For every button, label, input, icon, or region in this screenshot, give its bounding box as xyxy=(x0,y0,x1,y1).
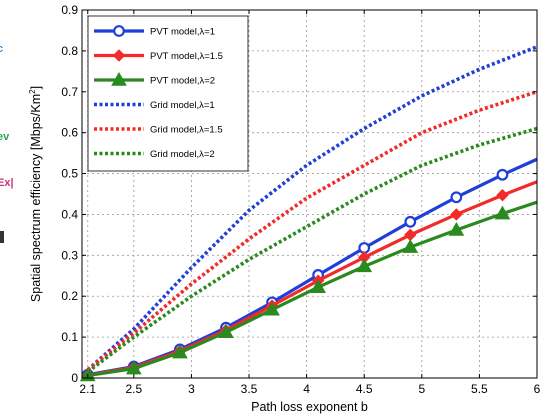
legend-box xyxy=(87,15,249,172)
y-tick-label-0: 0 xyxy=(71,371,78,385)
series-2-point-3 xyxy=(218,324,234,338)
y-tick-label-4: 0.4 xyxy=(61,207,78,221)
series-3 xyxy=(86,45,538,372)
y-axis-label-end: ] xyxy=(29,86,43,89)
series-group xyxy=(79,45,538,382)
series-0-point-8 xyxy=(450,191,463,204)
legend: PVT model,λ=1 PVT model,λ=1.5 PVT model,λ=… xyxy=(87,15,249,172)
legend-label-5: Grid model,λ=2 xyxy=(150,149,215,160)
series-0-point-7 xyxy=(404,215,417,228)
edge-fragment-1: c xyxy=(0,43,3,55)
series-2-point-1 xyxy=(125,360,142,375)
series-line-3 xyxy=(86,45,538,372)
x-tick-label-3: 3.5 xyxy=(241,382,258,396)
y-tick-label-9: 0.9 xyxy=(61,3,78,17)
edge-bracket xyxy=(0,231,4,243)
legend-marker-1 xyxy=(112,49,126,62)
series-4 xyxy=(86,90,538,372)
y-axis-label: Spatial spectrum efficiency [Mbps/Km2] xyxy=(28,86,43,302)
series-2-point-5 xyxy=(310,279,327,293)
plot-frame xyxy=(81,9,538,379)
x-tick-label-1: 2.5 xyxy=(125,382,142,396)
x-tick-label-7: 5.5 xyxy=(471,382,488,396)
legend-marker-2 xyxy=(111,71,127,86)
x-tick-label-2: 3 xyxy=(188,382,195,396)
y-axis-label-main: Spatial spectrum efficiency [Mbps/Km xyxy=(29,94,43,302)
series-2-point-4 xyxy=(264,301,280,316)
series-line-4 xyxy=(86,90,538,372)
series-2-point-2 xyxy=(172,344,188,359)
series-1-point-9 xyxy=(496,189,509,202)
x-tick-label-8: 6 xyxy=(534,382,541,396)
y-tick-label-5: 0.5 xyxy=(61,167,78,181)
x-tick-label-4: 4 xyxy=(303,382,310,396)
series-1-point-8 xyxy=(450,208,463,221)
series-2-point-8 xyxy=(448,221,465,236)
legend-label-1: PVT model,λ=1.5 xyxy=(150,51,223,62)
y-tick-label-6: 0.6 xyxy=(61,126,78,140)
edge-fragments: c ev Ex| xyxy=(0,43,14,243)
legend-marker-0 xyxy=(113,25,125,37)
legend-label-2: PVT model,λ=2 xyxy=(150,76,215,87)
edge-fragment-2: ev xyxy=(0,131,10,143)
x-tick-label-5: 4.5 xyxy=(356,382,373,396)
x-tick-label-0: 2.1 xyxy=(79,382,96,396)
series-2-point-7 xyxy=(402,239,419,253)
x-axis-label: Path loss exponent b xyxy=(251,400,368,414)
legend-label-4: Grid model,λ=1.5 xyxy=(150,125,223,136)
edge-fragment-3: Ex| xyxy=(0,177,14,189)
y-tick-label-3: 0.3 xyxy=(61,248,78,262)
y-axis-label-sup: 2 xyxy=(28,89,37,94)
legend-label-0: PVT model,λ=1 xyxy=(150,27,215,38)
y-tick-label-8: 0.8 xyxy=(61,44,78,58)
series-2-point-9 xyxy=(494,205,511,220)
series-0-point-9 xyxy=(496,168,509,181)
y-tick-label-2: 0.2 xyxy=(61,289,78,303)
y-tick-label-1: 0.1 xyxy=(61,330,78,344)
legend-label-3: Grid model,λ=1 xyxy=(150,100,215,111)
y-tick-label-7: 0.7 xyxy=(61,85,78,99)
axis-ticks: 2.1 2.5 3 3.5 4 4.5 5 5.5 6 0 0.1 0.2 0.3 0.4 0.5 0.6 0.… xyxy=(61,3,540,396)
x-tick-label-6: 5 xyxy=(418,382,425,396)
series-2-point-6 xyxy=(356,258,373,273)
